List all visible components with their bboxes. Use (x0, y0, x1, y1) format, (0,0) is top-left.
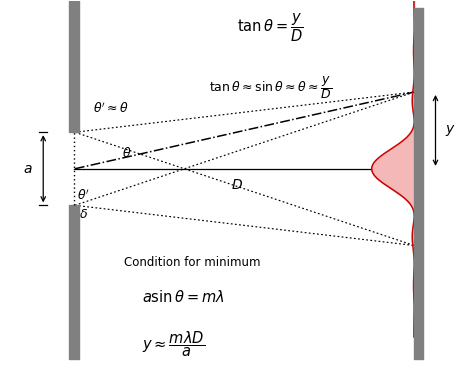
Text: $\theta$: $\theta$ (122, 146, 132, 160)
Text: $D$: $D$ (231, 178, 243, 192)
Bar (69, 0, 79, 132)
Text: $a$: $a$ (23, 162, 33, 176)
Text: $\delta$: $\delta$ (79, 208, 88, 221)
Text: $\tan\theta = \dfrac{y}{D}$: $\tan\theta = \dfrac{y}{D}$ (237, 12, 303, 44)
Text: $y$: $y$ (445, 123, 456, 138)
Bar (414, 8, 423, 359)
Text: $y\approx\dfrac{m\lambda D}{a}$: $y\approx\dfrac{m\lambda D}{a}$ (143, 330, 206, 359)
Text: $\theta'$: $\theta'$ (77, 189, 90, 204)
Text: Condition for minimum: Condition for minimum (124, 256, 260, 269)
Text: $\tan\theta \approx \sin\theta \approx \theta \approx \dfrac{y}{D}$: $\tan\theta \approx \sin\theta \approx \… (209, 74, 332, 101)
Bar (69, 205, 79, 359)
Text: $\theta'\approx\theta$: $\theta'\approx\theta$ (93, 101, 129, 116)
Text: $a\sin\theta = m\lambda$: $a\sin\theta = m\lambda$ (143, 289, 225, 305)
